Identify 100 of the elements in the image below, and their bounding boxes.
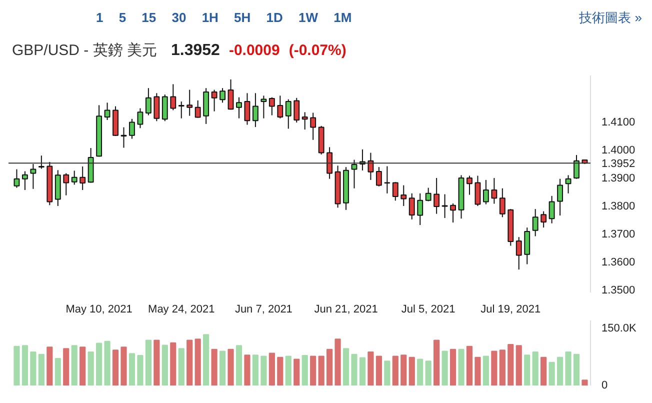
candlestick	[368, 152, 374, 180]
candlestick	[376, 166, 382, 187]
bar	[458, 348, 464, 386]
candlestick	[482, 179, 489, 205]
bar	[434, 340, 440, 386]
candlestick	[63, 172, 70, 196]
bar	[302, 354, 308, 386]
bar	[186, 340, 193, 386]
candlestick	[392, 182, 398, 202]
y-tick-label: 1.4100	[602, 116, 636, 129]
bar	[359, 357, 366, 386]
y-tick-label: 1.3900	[602, 172, 636, 185]
candlestick	[351, 159, 358, 189]
candlestick	[22, 170, 28, 191]
y-tick-label: 1.3800	[602, 200, 636, 213]
candlestick	[211, 89, 218, 112]
bar	[392, 356, 398, 386]
bar	[203, 334, 210, 386]
candlestick	[236, 96, 242, 119]
bar	[145, 340, 152, 386]
candlestick	[417, 192, 424, 226]
candlestick	[442, 194, 448, 219]
candlestick	[540, 210, 547, 228]
candlestick	[474, 175, 481, 206]
bar	[252, 354, 259, 386]
candlestick	[104, 102, 110, 121]
y-tick-label: 1.4000	[602, 144, 636, 157]
chart-subtitle: 1.3952 -0.0009 (-0.07%)	[171, 42, 346, 59]
bar	[268, 352, 275, 386]
candlestick	[450, 202, 456, 223]
candlestick	[14, 168, 20, 188]
candlestick	[491, 177, 498, 204]
y-tick-label: 0	[602, 380, 608, 392]
candlestick	[434, 177, 440, 214]
candlestick	[408, 192, 415, 220]
candlestick	[71, 170, 78, 186]
candlestick	[285, 98, 292, 130]
candlestick	[532, 208, 538, 237]
candlestick	[129, 118, 135, 140]
candlestick	[326, 146, 333, 180]
candlestick	[137, 108, 144, 129]
candlestick	[170, 84, 176, 111]
candlestick	[220, 88, 226, 104]
bar	[565, 352, 572, 386]
bar	[326, 348, 333, 386]
ref-line-label: 1.3952	[602, 158, 636, 170]
bar	[516, 345, 522, 386]
candlestick	[30, 163, 36, 190]
bar	[466, 346, 473, 386]
bar	[128, 353, 136, 386]
bar	[112, 350, 119, 386]
candlestick	[194, 100, 201, 118]
bar	[211, 348, 218, 386]
bar	[556, 356, 564, 386]
bar	[228, 348, 234, 386]
bar	[88, 352, 94, 386]
candlestick	[557, 178, 564, 216]
candlestick	[499, 188, 506, 218]
bar	[408, 356, 415, 386]
bar	[532, 352, 538, 386]
bar	[162, 344, 168, 386]
bar	[154, 340, 160, 386]
bar	[342, 348, 350, 386]
bar	[400, 354, 407, 386]
bar	[30, 352, 36, 386]
candlestick	[186, 89, 193, 116]
bar	[508, 344, 514, 386]
candlestick	[294, 97, 300, 124]
bar	[310, 356, 316, 386]
bar	[96, 342, 102, 386]
bar	[368, 352, 374, 386]
bar	[277, 356, 284, 386]
bar	[524, 354, 530, 386]
candlestick	[310, 112, 316, 140]
candlestick	[425, 187, 432, 202]
candlestick	[400, 184, 407, 206]
candlestick	[145, 88, 152, 116]
text: 技術圖表 »	[579, 9, 642, 27]
bar	[474, 356, 481, 386]
bar	[499, 350, 506, 386]
y-tick-label: 1.3500	[602, 284, 636, 297]
bar	[71, 345, 78, 386]
bar	[285, 356, 292, 386]
bar	[384, 360, 390, 386]
bar	[540, 356, 547, 386]
candlestick	[268, 96, 275, 116]
x-tick-label: Jun 21, 2021	[314, 304, 378, 316]
x-tick-label: May 24, 2021	[148, 304, 215, 316]
bar	[482, 356, 490, 386]
bar	[450, 348, 456, 386]
candlestick	[516, 236, 522, 270]
y-tick-label: 1.3700	[602, 228, 636, 241]
candlestick	[120, 126, 127, 148]
x-tick-label: Jun 7, 2021	[234, 304, 292, 316]
x-tick-label: May 10, 2021	[66, 304, 132, 316]
chart-title: GBP/USD - 英鎊 美元	[12, 42, 158, 59]
bar	[46, 346, 53, 386]
bar	[236, 345, 242, 386]
bar	[22, 345, 28, 386]
bar	[376, 356, 382, 386]
